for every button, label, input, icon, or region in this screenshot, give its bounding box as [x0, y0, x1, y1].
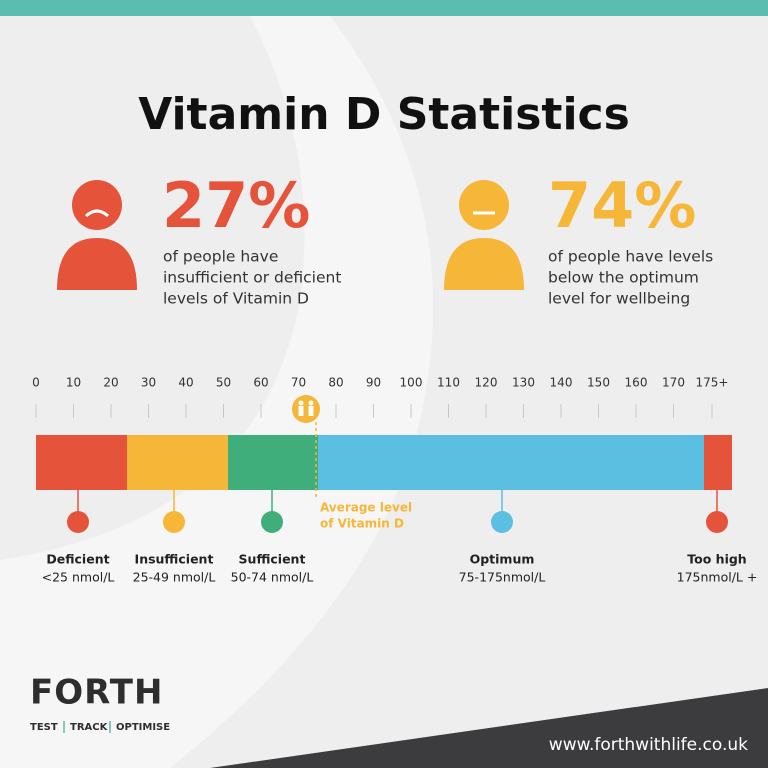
- scale-label: 0: [32, 376, 40, 390]
- marker-label: Average level: [320, 501, 412, 515]
- stat-value: 27%: [162, 169, 310, 242]
- background-swoosh: [0, 16, 434, 768]
- stat-text: insufficient or deficient: [163, 269, 341, 287]
- marker-label: of Vitamin D: [320, 517, 404, 531]
- stat-lines: of people have insufficient or deficient l…: [163, 248, 713, 308]
- scale-label: 140: [550, 376, 573, 390]
- footer-band: [210, 688, 768, 768]
- scale-label: 160: [625, 376, 648, 390]
- scale-label: 130: [512, 376, 535, 390]
- category-dot: [261, 511, 283, 533]
- scale: 0 10 20 30 40 50 60 70 80 90 100 110 120 130 140 150 160…: [32, 376, 729, 418]
- sad-person-icon: [57, 180, 137, 290]
- category-range: <25 nmol/L: [42, 570, 115, 585]
- category-range: 75-175nmol/L: [459, 570, 546, 585]
- top-band: [0, 0, 768, 16]
- title: Vitamin D Statistics: [138, 89, 630, 140]
- category-name: Optimum: [470, 552, 535, 567]
- scale-label: 10: [66, 376, 81, 390]
- scale-label: 150: [587, 376, 610, 390]
- stat-text: of people have: [163, 248, 278, 266]
- scale-label: 120: [475, 376, 498, 390]
- category-range: 25-49 nmol/L: [133, 570, 216, 585]
- stat-text: levels of Vitamin D: [163, 290, 309, 308]
- stat-text: level for wellbeing: [548, 290, 690, 308]
- scale-label: 90: [366, 376, 381, 390]
- scale-label: 70: [291, 376, 306, 390]
- stat-text: of people have levels: [548, 248, 713, 266]
- category-dot: [67, 511, 89, 533]
- neutral-person-icon: [444, 180, 524, 290]
- tagline: TEST TRACK OPTIMISE: [30, 721, 170, 733]
- category-dot: [491, 511, 513, 533]
- category-range: 175nmol/L +: [677, 570, 758, 585]
- category-range: 50-74 nmol/L: [231, 570, 314, 585]
- scale-label: 20: [103, 376, 118, 390]
- tagline-item: OPTIMISE: [116, 722, 170, 733]
- category-name: Sufficient: [239, 552, 306, 567]
- scale-label: 80: [328, 376, 343, 390]
- url: www.forthwithlife.co.uk: [549, 735, 748, 755]
- logo: FORTH: [30, 673, 163, 713]
- scale-label: 40: [178, 376, 193, 390]
- scale-label: 50: [216, 376, 231, 390]
- scale-label: 30: [141, 376, 156, 390]
- category-dot: [706, 511, 728, 533]
- scale-label: 60: [253, 376, 268, 390]
- tagline-item: TEST: [30, 722, 58, 733]
- stat-value: 74%: [548, 169, 696, 242]
- stat-text: below the optimum: [548, 269, 699, 287]
- category-name: Too high: [687, 552, 746, 567]
- category-name: Deficient: [46, 552, 109, 567]
- tagline-item: TRACK: [70, 722, 109, 733]
- range-bar: [36, 435, 732, 490]
- scale-label: 100: [400, 376, 423, 390]
- scale-label: 175+: [696, 376, 729, 390]
- categories: Deficient <25 nmol/L Insufficient 25-49 nmo…: [42, 490, 758, 585]
- scale-label: 170: [662, 376, 685, 390]
- scale-label: 110: [437, 376, 460, 390]
- category-dot: [163, 511, 185, 533]
- average-marker: [292, 395, 320, 500]
- category-name: Insufficient: [135, 552, 214, 567]
